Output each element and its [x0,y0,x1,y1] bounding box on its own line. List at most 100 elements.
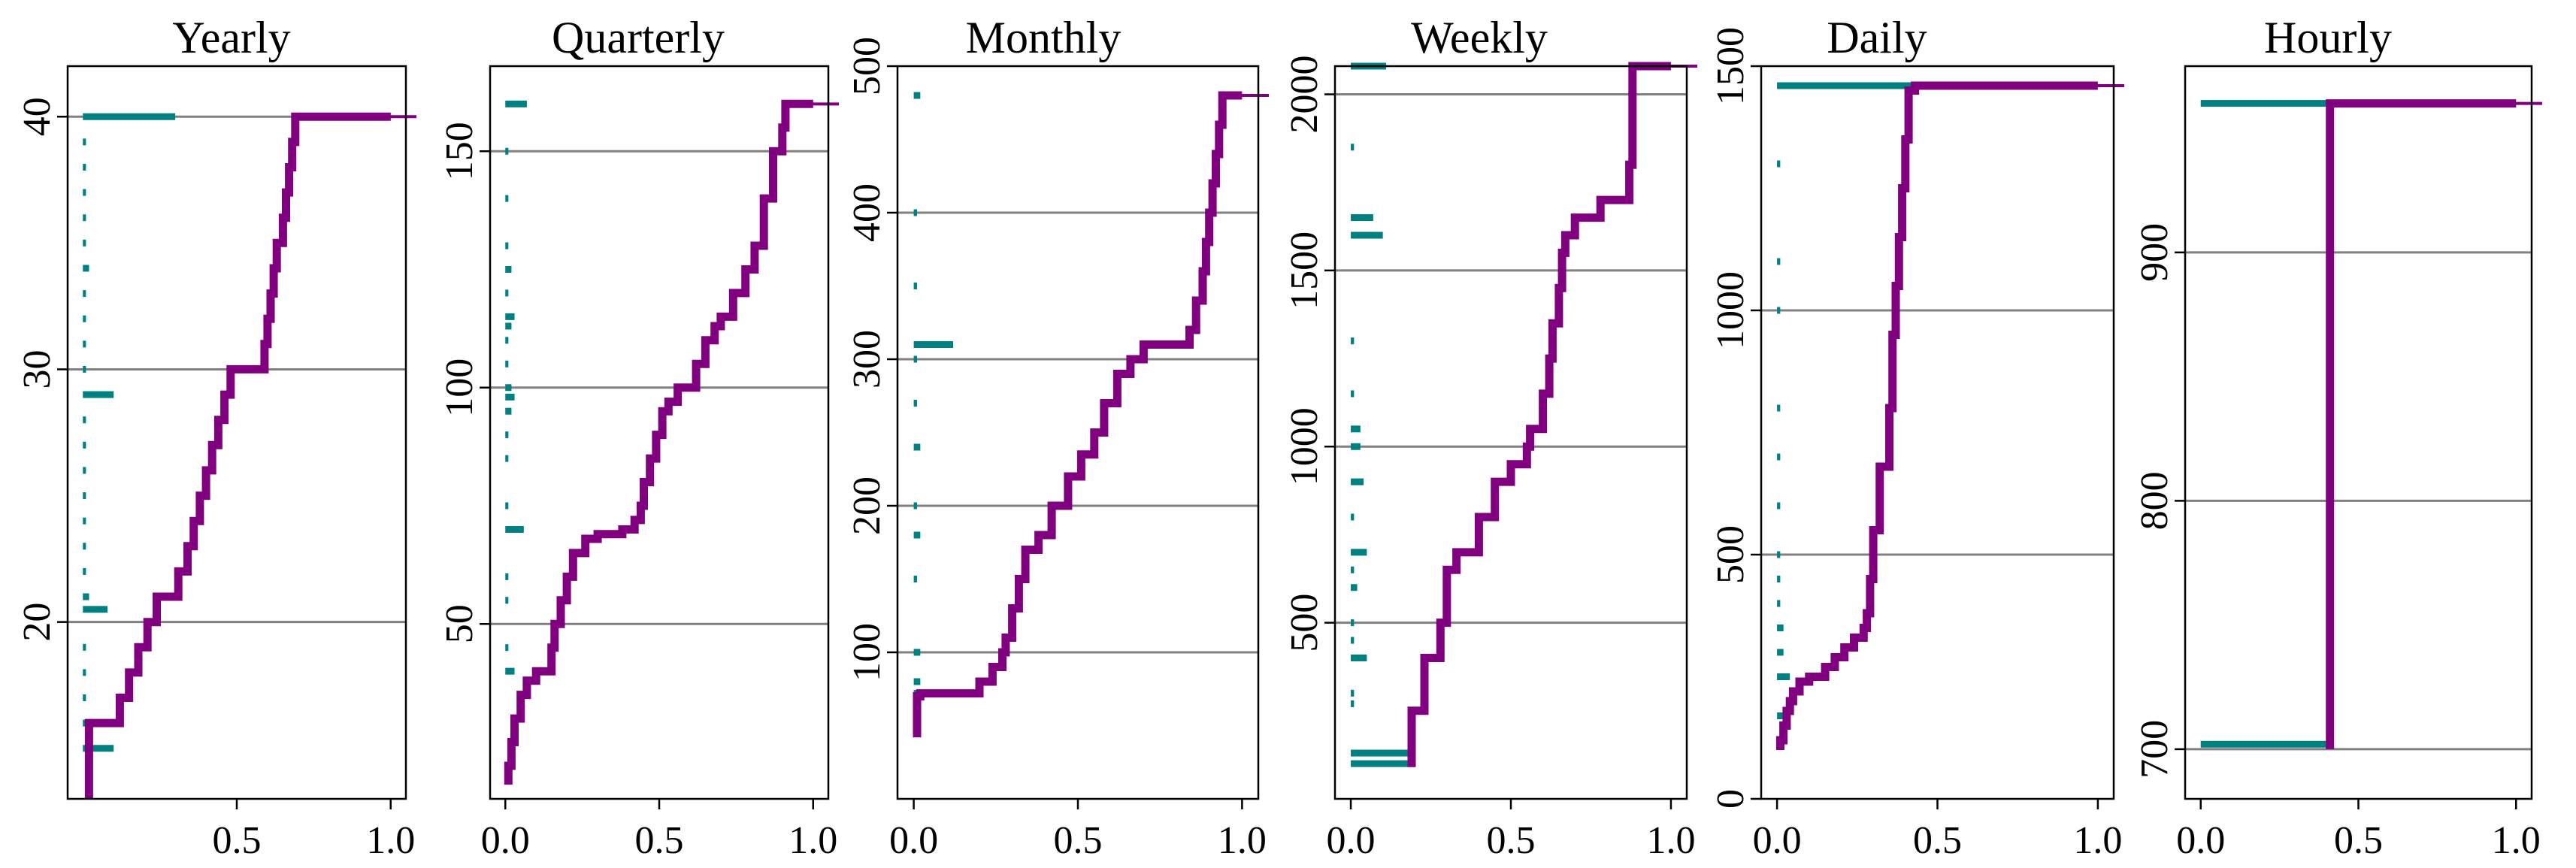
histogram-bar [1351,655,1367,661]
histogram-bar [505,597,509,604]
panel-title: Quarterly [552,13,725,62]
x-tick-label: 0.5 [635,819,684,862]
y-tick-label: 900 [2133,223,2176,282]
histogram-bar [83,265,89,272]
x-tick-label: 0.0 [2176,819,2225,862]
x-tick-label: 0.0 [481,819,530,862]
x-tick-label: 1.0 [2073,819,2122,862]
panel-weekly: Weekly 0.0 0.5 1.0 500 1000 1500 2000 [1283,13,1697,862]
histogram-bar [913,531,921,539]
histogram-bar [1777,160,1781,168]
y-tick-label: 200 [846,476,888,535]
x-tick-label: 0.5 [1054,819,1103,862]
histogram-bar [83,138,86,146]
x-tick-label: 0.5 [1913,819,1962,862]
x-tick-label: 1.0 [1646,819,1695,862]
histogram-bar [1351,513,1355,521]
histogram-bar [2200,100,2390,107]
histogram-bar [505,265,512,273]
y-tick-label: 0 [1709,789,1752,809]
histogram-bar [505,667,515,675]
histogram-bar [83,189,86,196]
histogram-bar [1777,82,1960,89]
histogram-bar [505,242,509,250]
y-tick-label: 1500 [1283,231,1326,310]
histogram-bar [1777,258,1781,265]
y-tick-label: 2000 [1283,56,1326,134]
histogram-bar [913,283,917,289]
plot-frame [1760,65,2115,800]
histogram-bar [913,92,921,99]
histogram-bar [83,745,114,752]
plot-frame [2184,65,2533,800]
cdf-step-line [2326,99,2517,749]
histogram-bar [505,644,509,652]
histogram-bar [505,573,509,580]
y-tick-label: 20 [16,603,59,642]
histogram-bar [83,669,86,676]
histogram-bar [83,365,86,373]
histogram-bar [913,341,954,348]
histogram-bar [505,455,509,462]
panel-monthly: Monthly 0.0 0.5 1.0 100 200 300 400 500 [846,13,1269,862]
histogram-bar [1351,443,1361,450]
histogram-bar [83,239,86,246]
panel-title: Yearly [172,13,290,62]
x-tick-label: 1.0 [789,819,837,862]
histogram-bar [1777,453,1781,461]
histogram-bar [1351,337,1355,345]
panel-yearly: Yearly 0.5 1.0 20 30 40 [16,13,416,862]
y-tick-label: 100 [438,358,481,417]
histogram-bar [83,315,86,322]
histogram-bar [1351,144,1355,151]
histogram-bar [1777,649,1784,656]
x-tick-label: 1.0 [366,819,415,862]
x-tick-label: 0.5 [2334,819,2383,862]
histogram-bar [83,290,86,298]
histogram-bar [1351,584,1358,591]
histogram-bar [505,322,512,330]
histogram-bar [505,431,509,439]
histogram-bar [505,147,509,155]
panel-title: Hourly [2264,13,2392,62]
histogram-bar [83,163,86,171]
y-tick-label: 1000 [1709,271,1752,349]
histogram-bar [1777,625,1784,631]
histogram-bar [83,593,89,600]
y-tick-label: 100 [846,623,888,682]
y-tick-label: 700 [2133,720,2176,779]
histogram-bar [1351,231,1383,239]
plot-frame [1333,65,1688,800]
y-tick-label: 400 [846,183,888,242]
histogram-bar [1351,566,1355,573]
histogram-bar [505,195,509,202]
y-tick-label: 300 [846,330,888,389]
histogram-bar [1777,673,1790,680]
histogram-bar [1777,404,1781,412]
y-tick-label: 50 [438,604,481,643]
histogram-bar [1351,549,1367,556]
panel-daily: Daily 0.0 0.5 1.0 0 500 1000 1500 [1709,13,2124,862]
histogram-bar [505,360,509,367]
histogram-bar [1351,478,1364,485]
y-tick-label: 40 [16,97,59,136]
y-tick-label: 150 [438,122,481,180]
histogram-bar [83,214,86,222]
panel-title: Weekly [1411,13,1548,62]
histogram-bar [913,209,917,216]
histogram-bar [913,576,917,582]
histogram-bar [505,384,512,392]
histogram-bar [83,441,86,449]
y-tick-label: 30 [16,349,59,389]
histogram-bar [83,694,86,702]
histogram-bar [83,340,86,348]
histogram-bar [1351,637,1355,644]
x-tick-label: 0.5 [1487,819,1536,862]
cdf-step-line [84,112,391,799]
y-tick-label: 1500 [1709,27,1752,105]
histogram-bar [83,113,176,120]
histogram-bar [1351,390,1355,398]
histogram-bar [913,443,921,451]
histogram-bar [83,543,86,550]
histogram-bar [1777,600,1781,607]
